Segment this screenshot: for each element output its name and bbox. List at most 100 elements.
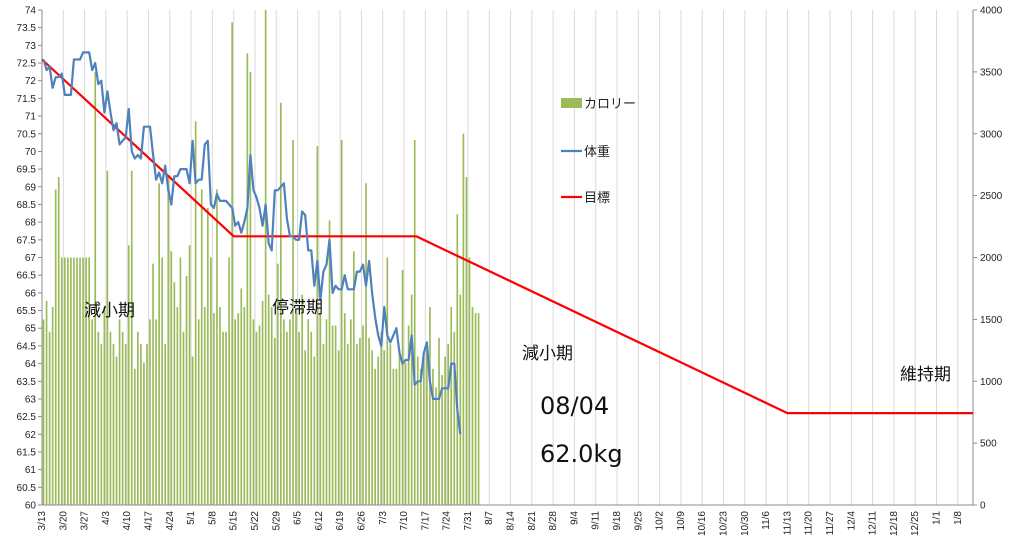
right-y-tick-label: 2500 xyxy=(980,191,1003,202)
calorie-bar xyxy=(413,139,416,505)
calorie-bar xyxy=(237,313,240,505)
left-y-tick-label: 63.5 xyxy=(17,377,37,388)
calorie-bar xyxy=(462,133,465,505)
right-y-tick-label: 0 xyxy=(980,501,986,512)
left-y-tick-label: 64 xyxy=(25,359,37,370)
annotations: 減小期 停滞期 減小期 08/04 62.0kg 維持期 xyxy=(84,298,951,468)
x-tick-label: 9/25 xyxy=(633,511,644,531)
calorie-bar xyxy=(447,344,450,505)
calorie-bar xyxy=(188,245,191,505)
x-tick-label: 1/1 xyxy=(931,511,942,525)
left-y-tick-label: 62 xyxy=(25,430,37,441)
calorie-bar xyxy=(76,257,78,505)
calorie-bar xyxy=(82,257,84,505)
calorie-bar xyxy=(231,22,233,505)
x-tick-label: 6/12 xyxy=(314,511,325,531)
x-tick-label: 3/13 xyxy=(37,511,48,531)
calorie-bar xyxy=(395,368,398,505)
annotation-date: 08/04 xyxy=(540,392,609,420)
calorie-bar xyxy=(149,319,151,505)
calorie-bar xyxy=(273,337,276,505)
x-tick-label: 5/22 xyxy=(250,511,261,531)
calorie-bar xyxy=(252,319,255,505)
x-tick-labels: 3/13 3/20 3/27 4/3 4/10 4/17 4/24 5/1 5/8 5/15 5/2… xyxy=(37,511,964,536)
x-tick-label: 1/8 xyxy=(953,511,964,525)
calorie-bar xyxy=(185,276,188,505)
calorie-bar xyxy=(340,139,343,505)
calorie-bar xyxy=(371,350,373,505)
calorie-bar xyxy=(67,257,69,505)
calorie-bar xyxy=(325,319,328,505)
left-y-tick-label: 66.5 xyxy=(17,271,37,282)
calorie-bar xyxy=(276,263,279,505)
calorie-bar xyxy=(349,319,352,505)
calorie-bar xyxy=(161,257,164,505)
calorie-bar xyxy=(474,313,477,505)
calorie-bar xyxy=(112,344,115,505)
x-tick-label: 5/1 xyxy=(186,511,197,525)
x-tick-label: 4/24 xyxy=(165,511,176,531)
x-tick-label: 6/19 xyxy=(335,511,346,531)
calorie-bar xyxy=(48,331,51,505)
left-y-tick-label: 67.5 xyxy=(17,235,37,246)
calorie-bar xyxy=(63,257,66,505)
calorie-bar xyxy=(310,331,313,505)
target-line xyxy=(41,58,973,415)
calorie-bar xyxy=(313,356,316,505)
left-y-tick-label: 62.5 xyxy=(17,412,37,423)
legend-label-target: 目標 xyxy=(584,191,610,206)
x-tick-label: 5/8 xyxy=(207,511,218,525)
calorie-bar xyxy=(289,319,291,505)
calorie-bar xyxy=(398,350,401,505)
x-tick-label: 12/18 xyxy=(889,511,900,536)
calorie-bar xyxy=(115,356,118,505)
left-y-tick-label: 71.5 xyxy=(17,94,37,105)
calorie-bar xyxy=(164,344,167,505)
calorie-bar xyxy=(401,269,404,505)
calorie-bar xyxy=(79,257,81,505)
left-y-tick-label: 60.5 xyxy=(17,483,37,494)
calorie-bar xyxy=(410,294,413,505)
calorie-bar xyxy=(191,356,194,505)
calorie-bar xyxy=(133,368,136,505)
calorie-bar xyxy=(298,331,300,505)
calorie-bar xyxy=(225,331,227,505)
calorie-bar xyxy=(432,368,434,505)
x-tick-label: 4/17 xyxy=(143,511,154,531)
calorie-bar xyxy=(353,251,355,505)
right-y-tick-labels: 0 500 1000 1500 2000 2500 3000 3500 4000 xyxy=(980,6,1003,512)
calorie-bar xyxy=(270,307,273,505)
x-tick-label: 5/15 xyxy=(229,511,240,531)
calorie-bar xyxy=(407,325,410,505)
calorie-bar xyxy=(85,257,87,505)
calorie-bar xyxy=(337,350,340,505)
x-tick-label: 7/3 xyxy=(378,511,389,525)
x-tick-label: 12/25 xyxy=(910,511,921,536)
calorie-bar xyxy=(319,313,322,505)
annotation-phase-plateau: 停滞期 xyxy=(272,298,323,318)
legend-label-weight: 体重 xyxy=(584,144,610,160)
x-tick-label: 5/29 xyxy=(271,511,282,531)
calorie-bar xyxy=(42,319,45,505)
calorie-bar xyxy=(143,362,145,505)
right-y-tick-label: 500 xyxy=(980,439,997,450)
x-tick-label: 3/27 xyxy=(80,511,91,531)
calorie-bar xyxy=(70,257,72,505)
left-y-tick-label: 68.5 xyxy=(17,200,37,211)
calorie-bar xyxy=(210,257,212,505)
x-tick-label: 11/6 xyxy=(761,511,772,530)
calorie-bar xyxy=(426,350,428,505)
calorie-bar xyxy=(365,183,367,505)
left-y-tick-label: 69.5 xyxy=(17,165,37,176)
calorie-bar xyxy=(453,331,456,505)
calorie-bar xyxy=(264,10,267,505)
calorie-bar xyxy=(91,319,94,505)
calorie-bar xyxy=(137,331,139,505)
calorie-bar xyxy=(334,325,337,505)
left-y-tick-label: 73 xyxy=(25,41,37,52)
calorie-bar xyxy=(362,325,364,505)
calorie-bar xyxy=(206,208,209,505)
left-y-tick-label: 65 xyxy=(25,324,37,335)
calorie-bar xyxy=(389,344,392,505)
calorie-bar xyxy=(170,251,173,505)
